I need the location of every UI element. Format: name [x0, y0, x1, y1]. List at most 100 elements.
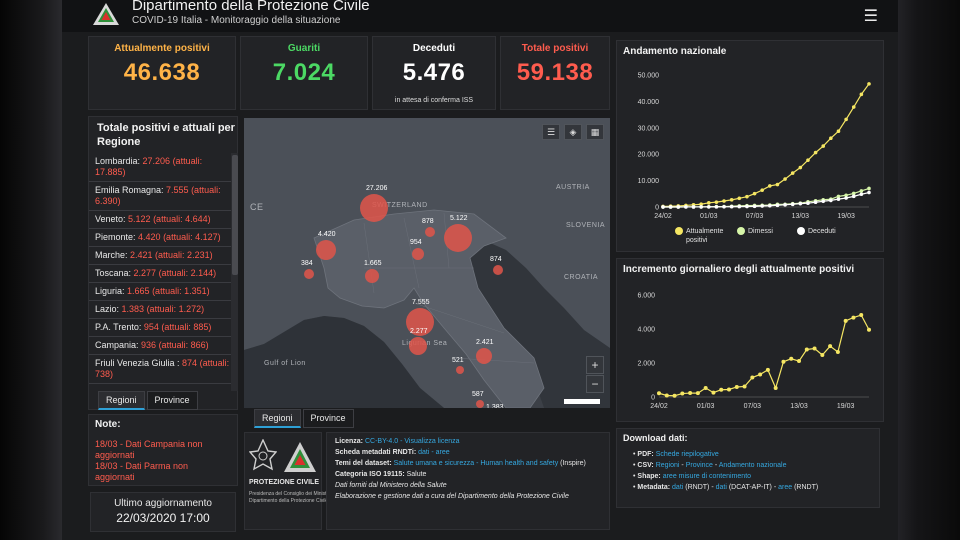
data-point[interactable]	[768, 203, 772, 208]
region-list-item[interactable]: Marche: 2.421 (attuali: 2.231)	[89, 247, 237, 265]
data-point[interactable]	[661, 205, 665, 209]
region-list-item[interactable]: P.A. Trento: 954 (attuali: 885)	[89, 319, 237, 337]
layers-icon[interactable]: ◈	[564, 124, 582, 140]
region-bubble[interactable]	[406, 308, 434, 336]
data-point[interactable]	[843, 318, 848, 323]
data-point[interactable]	[806, 158, 810, 162]
data-point[interactable]	[789, 356, 794, 361]
region-bubble[interactable]	[412, 248, 424, 260]
data-point[interactable]	[836, 129, 841, 134]
data-point[interactable]	[836, 197, 841, 201]
data-point[interactable]	[672, 393, 677, 398]
national-trend-chart[interactable]: 0 10.000 20.000 30.000 40.000 50.000 24/02 01/0…	[617, 61, 885, 241]
data-point[interactable]	[836, 194, 841, 199]
data-point[interactable]	[719, 387, 724, 392]
data-point[interactable]	[737, 196, 742, 201]
data-point[interactable]	[829, 198, 833, 203]
data-point[interactable]	[867, 186, 871, 191]
data-point[interactable]	[835, 349, 840, 354]
data-point[interactable]	[829, 136, 833, 140]
data-point[interactable]	[859, 313, 864, 318]
data-point[interactable]	[765, 367, 770, 372]
license-link[interactable]: Salute umana e sicurezza - Human health …	[393, 460, 559, 467]
download-link[interactable]: Schede riepilogative	[655, 451, 719, 458]
region-list-item[interactable]: Emilia Romagna: 7.555 (attuali: 6.390)	[89, 182, 237, 211]
data-point[interactable]	[798, 165, 803, 170]
data-point[interactable]	[804, 347, 809, 352]
region-bubble[interactable]	[316, 240, 336, 260]
zoom-out-button[interactable]: −	[586, 375, 604, 393]
hamburger-menu-icon[interactable]: ☰	[863, 8, 878, 25]
data-point[interactable]	[706, 201, 711, 205]
data-point[interactable]	[851, 191, 856, 196]
data-point[interactable]	[691, 205, 696, 209]
tab-map-regioni[interactable]: Regioni	[254, 409, 301, 428]
data-point[interactable]	[768, 184, 772, 188]
region-list-item[interactable]: Lazio: 1.383 (attuali: 1.272)	[89, 301, 237, 319]
data-point[interactable]	[775, 182, 780, 187]
data-point[interactable]	[745, 204, 749, 209]
data-point[interactable]	[797, 359, 801, 364]
data-point[interactable]	[867, 190, 871, 195]
region-bubble[interactable]	[360, 194, 388, 222]
tab-regioni[interactable]: Regioni	[98, 391, 145, 410]
data-point[interactable]	[714, 200, 719, 204]
download-link[interactable]: Andamento nazionale	[718, 462, 787, 469]
download-link[interactable]: Province	[685, 462, 713, 469]
data-point[interactable]	[775, 203, 780, 208]
data-point[interactable]	[722, 204, 726, 209]
data-point[interactable]	[688, 391, 693, 396]
data-point[interactable]	[813, 200, 818, 205]
license-link[interactable]: - aree	[429, 449, 450, 456]
data-point[interactable]	[752, 191, 757, 196]
data-point[interactable]	[844, 117, 848, 122]
data-point[interactable]	[820, 353, 825, 358]
region-list-item[interactable]: Veneto: 5.122 (attuali: 4.644)	[89, 211, 237, 229]
data-point[interactable]	[851, 315, 856, 320]
region-list-item[interactable]: Piemonte: 4.420 (attuali: 4.127)	[89, 229, 237, 247]
data-point[interactable]	[806, 201, 810, 205]
data-point[interactable]	[714, 205, 719, 209]
data-point[interactable]	[859, 192, 864, 197]
data-point[interactable]	[722, 199, 726, 203]
data-point[interactable]	[711, 390, 716, 395]
italy-map[interactable]: SWITZERLAND AUSTRIA SLOVENIA CROATIA CE …	[244, 118, 610, 408]
data-point[interactable]	[729, 204, 734, 209]
region-list-item[interactable]: Liguria: 1.665 (attuali: 1.351)	[89, 283, 237, 301]
data-point[interactable]	[760, 188, 764, 192]
region-list[interactable]: Lombardia: 27.206 (attuali: 17.885) Emili…	[89, 153, 237, 391]
data-point[interactable]	[680, 391, 685, 396]
data-point[interactable]	[699, 202, 703, 207]
data-point[interactable]	[742, 384, 747, 389]
data-point[interactable]	[745, 194, 749, 199]
license-link[interactable]: CC-BY-4.0	[364, 438, 399, 445]
data-point[interactable]	[790, 171, 795, 175]
region-bubble[interactable]	[493, 265, 503, 275]
license-link[interactable]: dati	[418, 449, 430, 456]
data-point[interactable]	[844, 196, 848, 200]
data-point[interactable]	[657, 391, 661, 396]
data-point[interactable]	[752, 204, 757, 209]
scrollbar-thumb[interactable]	[232, 155, 238, 275]
legend-deceduti[interactable]: Deceduti	[797, 227, 836, 236]
data-point[interactable]	[859, 92, 864, 97]
data-point[interactable]	[664, 393, 669, 398]
daily-increase-chart[interactable]: 0 2.000 4.000 6.000 24/02 01/03 07/03 13/03 19/0…	[617, 279, 885, 419]
data-point[interactable]	[684, 205, 688, 209]
data-point[interactable]	[821, 144, 826, 148]
data-point[interactable]	[821, 199, 826, 204]
data-point[interactable]	[859, 189, 864, 193]
license-link[interactable]: - Visualizza licenza	[398, 438, 460, 445]
zoom-in-button[interactable]: +	[586, 356, 604, 374]
download-link[interactable]: Regioni	[655, 462, 680, 469]
region-bubble[interactable]	[425, 227, 435, 237]
data-point[interactable]	[813, 150, 818, 155]
data-point[interactable]	[695, 391, 700, 396]
data-point[interactable]	[703, 386, 708, 391]
data-point[interactable]	[867, 82, 871, 86]
data-point[interactable]	[844, 193, 848, 198]
grid-icon[interactable]: ▦	[586, 124, 604, 140]
data-point[interactable]	[750, 375, 755, 380]
region-list-item[interactable]: Friuli Venezia Giulia : 874 (attuali: 73…	[89, 355, 237, 384]
data-point[interactable]	[706, 205, 711, 209]
